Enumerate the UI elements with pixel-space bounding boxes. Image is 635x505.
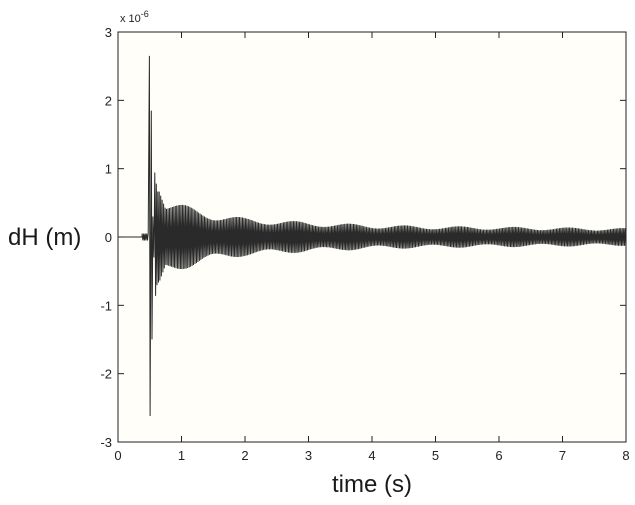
series-line bbox=[118, 55, 627, 417]
y-tick-label: 2 bbox=[105, 93, 112, 108]
y-tick-label: 1 bbox=[105, 162, 112, 177]
tick-layer: 0 1 2 3 4 5 6 7 8 -3 -2 -1 0 1 2 3 bbox=[100, 25, 629, 463]
label-layer: time (s) dH (m) x 10-6 bbox=[8, 9, 412, 498]
signal-layer bbox=[118, 55, 627, 417]
x-tick-label: 0 bbox=[114, 448, 121, 463]
y-tick-label: -1 bbox=[100, 298, 112, 313]
y-tick-label: 0 bbox=[105, 230, 112, 245]
x-tick-label: 2 bbox=[241, 448, 248, 463]
y-tick-label: -2 bbox=[100, 367, 112, 382]
x-tick-label: 1 bbox=[178, 448, 185, 463]
x-tick-label: 8 bbox=[622, 448, 629, 463]
x-tick-label: 6 bbox=[495, 448, 502, 463]
x-axis-label: time (s) bbox=[332, 471, 412, 498]
y-tick-label: -3 bbox=[100, 435, 112, 450]
y-tick-label: 3 bbox=[105, 25, 112, 40]
x-tick-label: 4 bbox=[368, 448, 375, 463]
x-tick-label: 5 bbox=[432, 448, 439, 463]
y-exponent-label: x 10-6 bbox=[120, 9, 149, 25]
x-tick-label: 3 bbox=[305, 448, 312, 463]
x-tick-label: 7 bbox=[559, 448, 566, 463]
y-axis-label: dH (m) bbox=[8, 224, 81, 251]
